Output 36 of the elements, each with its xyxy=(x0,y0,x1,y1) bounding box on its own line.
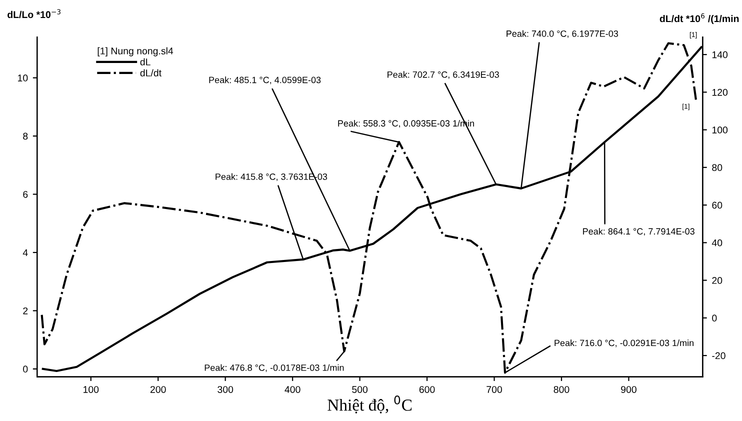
x-tick-label: 700 xyxy=(486,386,502,393)
y2-axis-title: dL/dt *10$^{6}$ /(1/min xyxy=(660,13,739,24)
x-tick-label: 500 xyxy=(352,386,368,393)
y2-tick-label: 120 xyxy=(712,88,728,96)
annotation: Peak: 740.0 °C, 6.1977E-03 xyxy=(506,30,618,38)
x-tick-label: 800 xyxy=(554,386,570,393)
x-axis-title: Nhiệt độ, $^{0}$C xyxy=(328,396,412,414)
annotation: Peak: 485.1 °C, 4.0599E-03 xyxy=(209,76,321,84)
y-tick-label: 4 xyxy=(22,249,28,256)
x-tick-label: 400 xyxy=(284,386,300,393)
y-tick-label: 6 xyxy=(23,190,28,198)
y-tick-label: 0 xyxy=(23,366,28,373)
legend-label: dL/dt xyxy=(140,69,162,76)
y-tick-label: 8 xyxy=(23,132,28,140)
annotation: Peak: 702.7 °C, 6.3419E-03 xyxy=(388,71,499,79)
annotation: Peak: 476.8 °C, -0.0178E-03 1/min xyxy=(204,364,344,372)
y2-tick-label: 100 xyxy=(712,126,728,134)
y-tick-label: 10 xyxy=(18,74,28,82)
y2-tick-label: 80 xyxy=(712,164,722,172)
x-tick-label: 900 xyxy=(621,386,636,393)
y2-tick-label: 140 xyxy=(712,51,728,58)
y2-tick-label: 40 xyxy=(712,239,722,246)
legend-label: dL xyxy=(140,58,150,66)
annotation: Peak: 716.0 °C, -0.0291E-03 1/min xyxy=(554,340,694,348)
y2-tick-label: 0 xyxy=(712,314,717,322)
y2-tick-label: 60 xyxy=(712,202,722,209)
legend-title: [1] Nung nong.sl4 xyxy=(98,47,174,56)
y-tick-label: 2 xyxy=(23,307,28,314)
x-tick-label: 100 xyxy=(84,386,99,393)
x-tick-label: 300 xyxy=(218,386,234,393)
y-axis-title: dL/Lo *10$^{−3}$ xyxy=(8,9,60,18)
annotation: Peak: 864.1 °C, 7.7914E-03 xyxy=(583,228,694,236)
x-tick-label: 200 xyxy=(150,386,166,393)
y2-tick-label: -20 xyxy=(712,352,726,360)
y2-tick-label: 20 xyxy=(712,277,722,284)
x-tick-label: 600 xyxy=(419,386,435,393)
